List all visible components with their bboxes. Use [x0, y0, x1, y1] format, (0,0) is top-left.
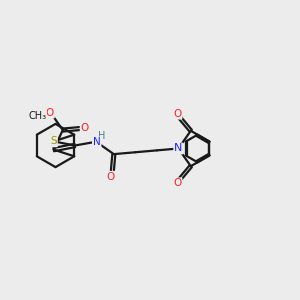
Text: O: O	[46, 108, 54, 118]
Text: N: N	[174, 143, 183, 154]
Text: O: O	[81, 123, 89, 134]
Text: CH₃: CH₃	[28, 111, 46, 121]
Text: O: O	[173, 178, 181, 188]
Text: O: O	[106, 172, 115, 182]
Text: H: H	[98, 131, 105, 141]
Text: S: S	[50, 136, 57, 146]
Text: O: O	[173, 109, 181, 119]
Text: N: N	[93, 137, 100, 147]
